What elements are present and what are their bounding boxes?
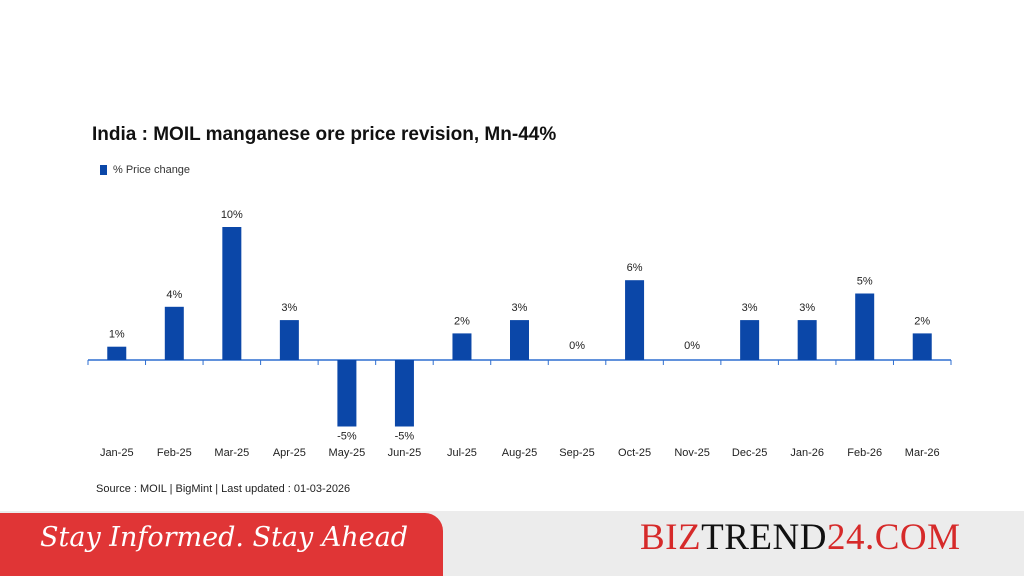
brand-logo-part: 24.COM xyxy=(826,517,961,558)
bar xyxy=(222,227,242,360)
source-note: Source : MOIL | BigMint | Last updated :… xyxy=(96,483,351,495)
brand-logo-part: TREND xyxy=(701,517,827,558)
bar xyxy=(164,306,184,360)
x-tick-label: Aug-25 xyxy=(502,447,537,459)
x-tick-label: Jul-25 xyxy=(447,447,477,459)
data-label: 3% xyxy=(799,302,815,314)
data-label: 4% xyxy=(166,289,182,301)
brand-logo[interactable]: BIZTREND24.COM xyxy=(640,514,961,562)
x-tick-label: Sep-25 xyxy=(559,447,594,459)
chart-legend: % Price change xyxy=(100,163,190,177)
data-label: 0% xyxy=(684,340,700,352)
x-tick-label: Dec-25 xyxy=(732,447,767,459)
x-tick-label: May-25 xyxy=(329,447,366,459)
x-tick-label: Jan-25 xyxy=(100,447,134,459)
bar xyxy=(394,360,414,427)
bar xyxy=(452,333,472,360)
tagline-text: Stay Informed. Stay Ahead xyxy=(40,522,409,553)
bar xyxy=(855,293,875,360)
x-tick-label: Oct-25 xyxy=(618,447,651,459)
x-tick-label: Nov-25 xyxy=(674,447,709,459)
legend-label: % Price change xyxy=(113,164,191,176)
bar xyxy=(510,320,529,360)
x-tick-label: Mar-26 xyxy=(905,447,940,459)
bar xyxy=(337,360,357,427)
data-label: 3% xyxy=(742,302,758,314)
data-label: 3% xyxy=(512,302,528,314)
tagline-banner xyxy=(0,513,443,576)
chart-title: India : MOIL manganese ore price revisio… xyxy=(92,124,557,145)
x-tick-label: Jan-26 xyxy=(790,447,824,459)
data-label: 2% xyxy=(454,315,470,327)
bar xyxy=(107,346,127,360)
data-label: -5% xyxy=(337,431,357,443)
x-tick-label: Apr-25 xyxy=(273,447,306,459)
data-label: 2% xyxy=(914,315,930,327)
data-label: 3% xyxy=(281,302,297,314)
bar xyxy=(797,320,817,360)
legend-swatch xyxy=(100,165,107,175)
x-tick-label: Mar-25 xyxy=(214,447,249,459)
data-label: 5% xyxy=(857,276,873,288)
bar xyxy=(912,333,932,360)
data-label: 10% xyxy=(221,209,243,221)
bar xyxy=(279,320,299,360)
data-label: 6% xyxy=(627,262,643,274)
x-tick-label: Feb-25 xyxy=(157,447,192,459)
data-label: 1% xyxy=(109,329,125,341)
bar xyxy=(740,320,760,360)
bar xyxy=(625,280,645,360)
x-tick-label: Feb-26 xyxy=(847,447,882,459)
x-tick-label: Jun-25 xyxy=(388,447,422,459)
brand-logo-part: BIZ xyxy=(640,517,702,558)
data-label: -5% xyxy=(395,431,415,443)
data-label: 0% xyxy=(569,340,585,352)
